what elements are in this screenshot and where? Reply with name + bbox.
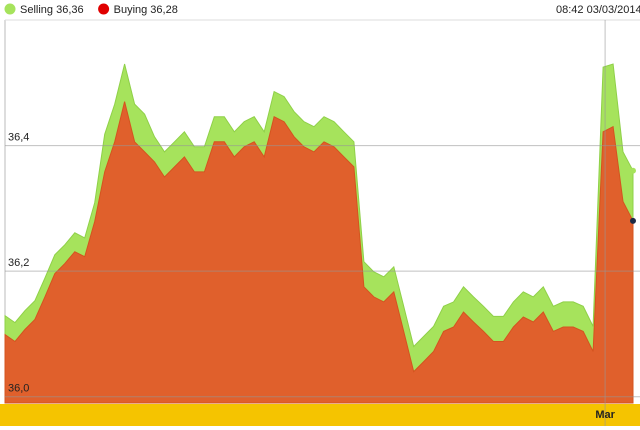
time-bar [0,404,640,426]
legend-marker [4,3,16,15]
y-tick-label: 36,2 [8,257,29,269]
legend-label: Selling 36,36 [20,4,84,16]
legend-label: Buying 36,28 [114,4,178,16]
area [4,101,634,404]
x-tick-label: Mar [595,409,615,421]
last-point [630,167,636,174]
legend-marker [98,3,110,15]
y-tick-label: 36,4 [8,132,29,144]
last-point [630,217,636,224]
y-tick-label: 36,0 [8,383,29,395]
timestamp: 08:42 03/03/2014 [556,4,640,16]
